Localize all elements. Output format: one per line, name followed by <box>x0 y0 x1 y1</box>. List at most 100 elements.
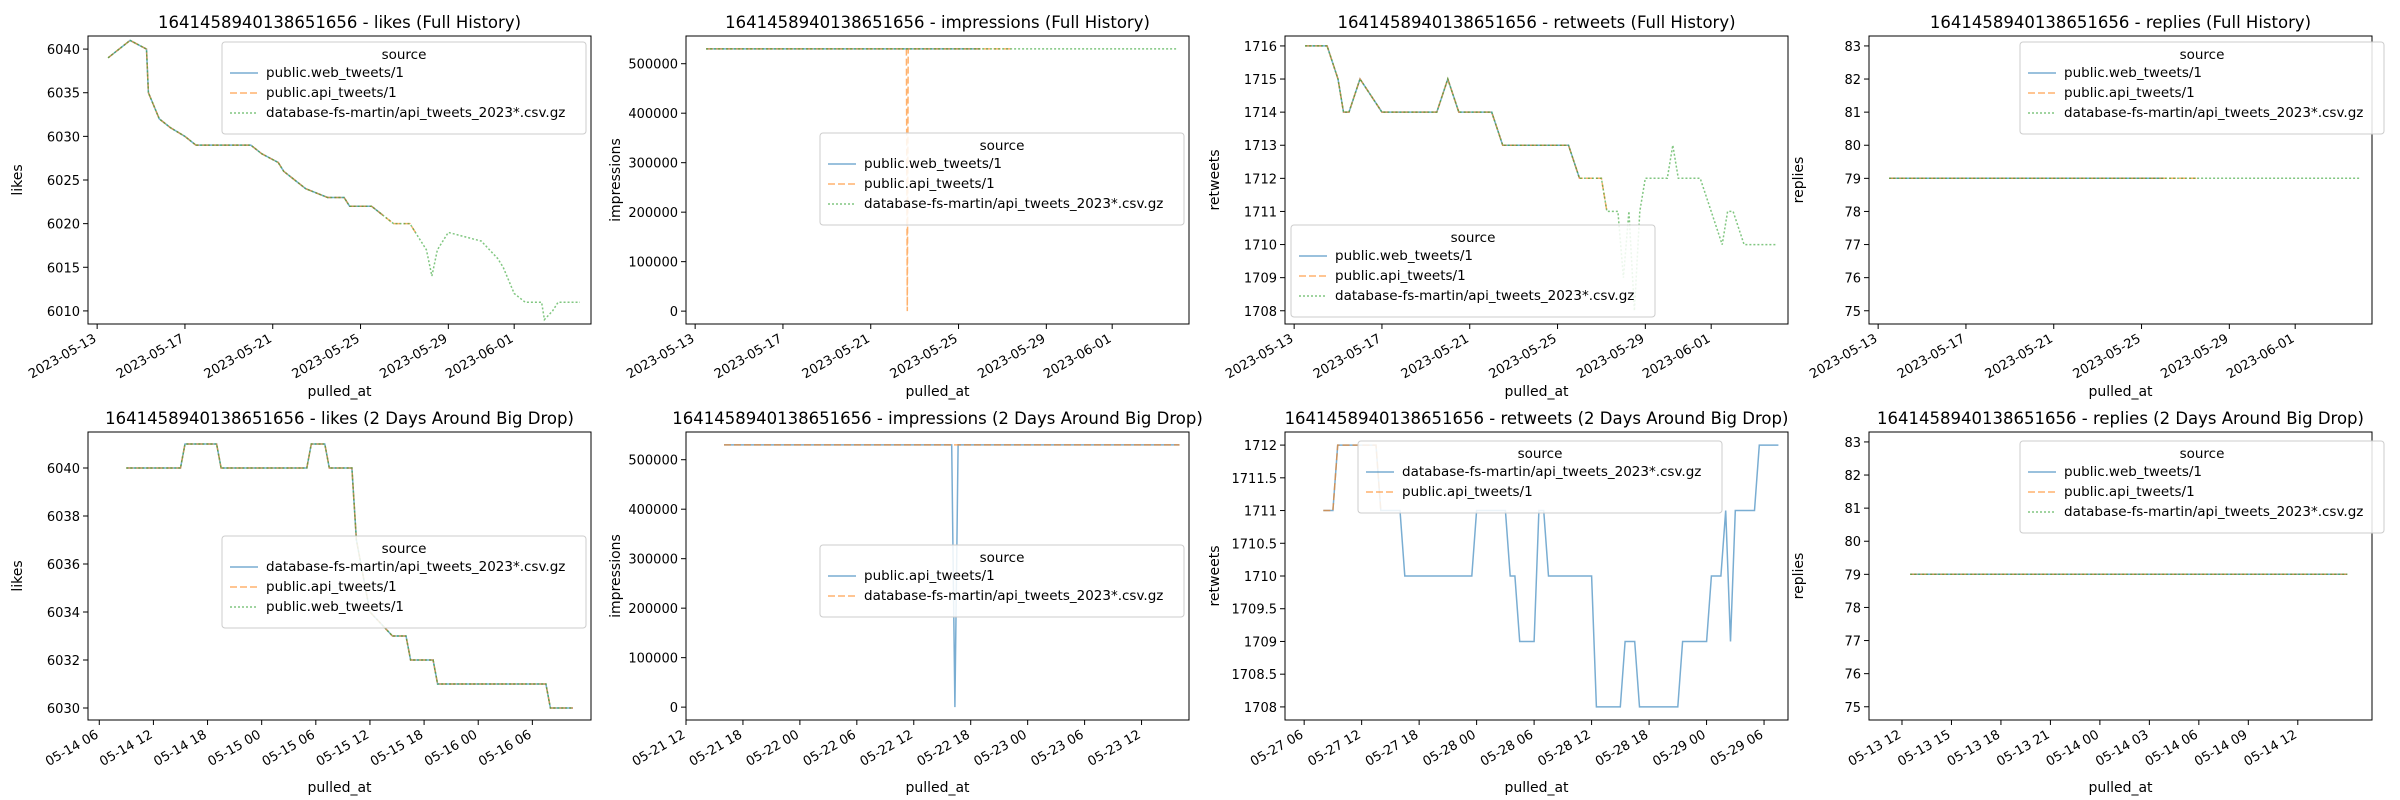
x-tick-label: 05-27 18 <box>1363 727 1421 769</box>
y-axis-label: likes <box>10 560 26 591</box>
x-axis-label: pulled_at <box>2088 384 2153 400</box>
x-tick-label: 2023-05-29 <box>975 331 1048 382</box>
legend-title: source <box>980 550 1025 566</box>
y-tick-label: 6034 <box>47 606 80 621</box>
chart-panel-6: 1641458940138651656 - impressions (2 Day… <box>608 409 1203 796</box>
legend-entry-1: public.api_tweets/1 <box>864 568 995 584</box>
legend-entry-2: public.api_tweets/1 <box>2064 85 2195 101</box>
x-tick-label: 2023-05-29 <box>1574 331 1647 382</box>
legend: source public.web_tweets/1 public.api_twee… <box>2019 440 2385 534</box>
legend-box <box>221 41 587 135</box>
y-tick-label: 400000 <box>628 503 678 518</box>
chart-panel-3: 1641458940138651656 - retweets (Full His… <box>1207 13 1789 400</box>
chart-title: 1641458940138651656 - replies (Full Hist… <box>1930 13 2311 32</box>
x-tick-label: 2023-06-01 <box>1640 331 1713 382</box>
x-tick-label: 05-28 06 <box>1478 727 1536 769</box>
legend-entry-3: database-fs-martin/api_tweets_2023*.csv.… <box>1335 288 1634 304</box>
legend-box <box>819 544 1185 618</box>
x-tick-label: 05-15 00 <box>206 727 264 769</box>
y-tick-label: 78 <box>1844 601 1861 616</box>
chart-title: 1641458940138651656 - impressions (Full … <box>725 13 1150 32</box>
series-line-2 <box>1305 45 1608 212</box>
x-tick-label: 05-23 06 <box>1028 727 1086 769</box>
y-tick-label: 100000 <box>628 652 678 667</box>
x-tick-label: 05-22 00 <box>744 727 802 769</box>
y-tick-label: 1711 <box>1244 505 1277 520</box>
y-tick-label: 83 <box>1844 436 1861 451</box>
legend-box <box>1357 440 1723 514</box>
legend: source database-fs-martin/api_tweets_2023… <box>1357 440 1723 514</box>
y-tick-label: 6040 <box>47 43 80 58</box>
y-tick-label: 400000 <box>628 107 678 122</box>
legend-box <box>221 535 587 629</box>
y-tick-label: 300000 <box>628 553 678 568</box>
legend-entry-3: database-fs-martin/api_tweets_2023*.csv.… <box>864 196 1163 212</box>
y-tick-label: 100000 <box>628 256 678 271</box>
x-tick-label: 2023-05-21 <box>1983 331 2056 382</box>
y-tick-label: 76 <box>1844 272 1861 287</box>
y-tick-label: 75 <box>1844 701 1861 716</box>
legend-title: source <box>2180 446 2225 462</box>
y-axis-label: replies <box>1791 553 1807 600</box>
legend-title: source <box>1451 230 1496 246</box>
y-tick-label: 1714 <box>1244 106 1277 121</box>
y-tick-label: 1711 <box>1244 205 1277 220</box>
legend: source public.web_tweets/1 public.api_twee… <box>2019 41 2385 135</box>
x-tick-label: 2023-05-17 <box>1311 331 1384 382</box>
y-tick-label: 77 <box>1844 635 1861 650</box>
y-axis-label: retweets <box>1207 545 1223 606</box>
legend-entry-1: public.web_tweets/1 <box>2064 464 2202 480</box>
y-tick-label: 500000 <box>628 454 678 469</box>
chart-panel-1: 1641458940138651656 - likes (Full Histor… <box>10 13 592 400</box>
x-tick-label: 05-22 18 <box>915 727 973 769</box>
x-tick-label: 05-15 12 <box>314 727 372 769</box>
y-tick-label: 6036 <box>47 558 80 573</box>
y-tick-label: 82 <box>1844 469 1861 484</box>
x-tick-label: 05-28 12 <box>1535 727 1593 769</box>
chart-panel-2: 1641458940138651656 - impressions (Full … <box>608 13 1190 400</box>
y-tick-label: 80 <box>1844 139 1861 154</box>
legend-box <box>2019 41 2385 135</box>
x-axis-label: pulled_at <box>2088 780 2153 796</box>
x-tick-label: 05-27 06 <box>1248 727 1306 769</box>
legend-entry-1: database-fs-martin/api_tweets_2023*.csv.… <box>266 559 565 575</box>
legend-entry-2: public.api_tweets/1 <box>2064 484 2195 500</box>
x-tick-label: 05-13 18 <box>1945 727 2003 769</box>
y-tick-label: 6025 <box>47 174 80 189</box>
legend: source public.web_tweets/1 public.api_twee… <box>819 132 1185 226</box>
x-tick-label: 05-16 06 <box>476 727 534 769</box>
y-tick-label: 81 <box>1844 106 1861 121</box>
y-tick-label: 200000 <box>628 206 678 221</box>
x-axis-label: pulled_at <box>905 780 970 796</box>
axes-frame <box>1868 431 2373 721</box>
chart-panel-4: 1641458940138651656 - replies (Full Hist… <box>1791 13 2385 400</box>
legend-title: source <box>382 47 427 63</box>
y-tick-label: 1716 <box>1244 40 1277 55</box>
x-tick-label: 05-13 15 <box>1895 727 1953 769</box>
x-tick-label: 05-14 18 <box>151 727 209 769</box>
y-axis-label: replies <box>1791 157 1807 204</box>
legend-entry-2: public.api_tweets/1 <box>266 85 397 101</box>
y-tick-label: 0 <box>670 701 678 716</box>
legend-entry-2: public.api_tweets/1 <box>1402 484 1533 500</box>
x-tick-label: 05-22 06 <box>801 727 859 769</box>
y-tick-label: 6030 <box>47 130 80 145</box>
legend-entry-1: public.web_tweets/1 <box>266 65 404 81</box>
x-tick-label: 2023-05-25 <box>2071 331 2144 382</box>
x-tick-label: 2023-05-25 <box>888 331 961 382</box>
chart-panel-5: 1641458940138651656 - likes (2 Days Arou… <box>10 409 592 796</box>
x-tick-label: 2023-05-29 <box>2158 331 2231 382</box>
y-tick-label: 1709 <box>1244 272 1277 287</box>
x-tick-label: 05-23 00 <box>972 727 1030 769</box>
y-tick-label: 1708 <box>1244 701 1277 716</box>
x-tick-label: 05-14 06 <box>43 727 101 769</box>
y-axis-label: impressions <box>608 138 624 222</box>
y-tick-label: 77 <box>1844 239 1861 254</box>
x-tick-label: 2023-05-17 <box>712 331 785 382</box>
x-tick-label: 2023-06-01 <box>443 331 516 382</box>
y-tick-label: 500000 <box>628 58 678 73</box>
legend: source public.web_tweets/1 public.api_twee… <box>221 41 587 135</box>
chart-title: 1641458940138651656 - retweets (2 Days A… <box>1285 409 1789 428</box>
x-tick-label: 2023-06-01 <box>2224 331 2297 382</box>
x-tick-label: 05-14 00 <box>2044 727 2102 769</box>
